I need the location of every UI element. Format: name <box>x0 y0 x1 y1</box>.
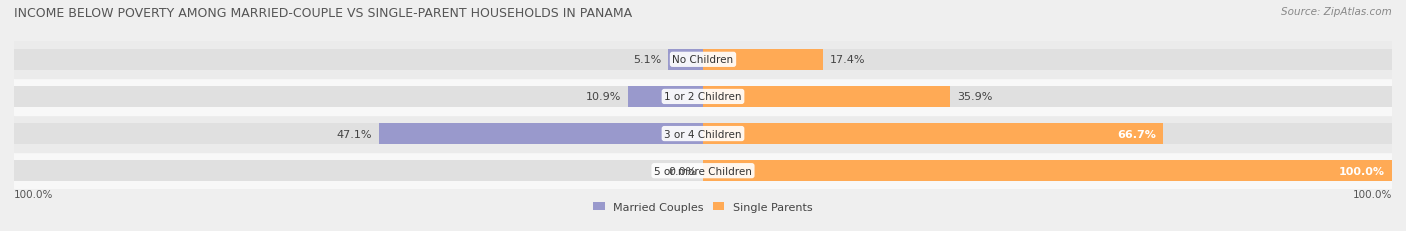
Bar <box>14 79 1392 116</box>
Bar <box>14 50 703 70</box>
Text: 0.0%: 0.0% <box>668 166 696 176</box>
Text: 10.9%: 10.9% <box>586 92 621 102</box>
Bar <box>703 161 1392 181</box>
Text: 3 or 4 Children: 3 or 4 Children <box>664 129 742 139</box>
Text: 5 or more Children: 5 or more Children <box>654 166 752 176</box>
Bar <box>14 116 1392 152</box>
Bar <box>703 50 1392 70</box>
Text: INCOME BELOW POVERTY AMONG MARRIED-COUPLE VS SINGLE-PARENT HOUSEHOLDS IN PANAMA: INCOME BELOW POVERTY AMONG MARRIED-COUPL… <box>14 7 633 20</box>
Text: 100.0%: 100.0% <box>1353 189 1392 199</box>
Bar <box>628 87 703 107</box>
Bar <box>14 87 703 107</box>
Text: 35.9%: 35.9% <box>957 92 993 102</box>
Text: 5.1%: 5.1% <box>633 55 661 65</box>
Bar <box>378 124 703 144</box>
Bar <box>703 50 823 70</box>
Text: No Children: No Children <box>672 55 734 65</box>
Bar <box>14 161 703 181</box>
Text: 47.1%: 47.1% <box>336 129 371 139</box>
Bar <box>668 50 703 70</box>
Text: 66.7%: 66.7% <box>1116 129 1156 139</box>
Bar <box>703 161 1392 181</box>
Bar <box>703 87 950 107</box>
Legend: Married Couples, Single Parents: Married Couples, Single Parents <box>589 198 817 216</box>
Bar <box>14 42 1392 79</box>
Bar <box>703 124 1392 144</box>
Text: 100.0%: 100.0% <box>14 189 53 199</box>
Text: 17.4%: 17.4% <box>830 55 865 65</box>
Text: 100.0%: 100.0% <box>1339 166 1385 176</box>
Bar <box>14 152 1392 189</box>
Bar <box>14 124 703 144</box>
Bar <box>703 87 1392 107</box>
Text: 1 or 2 Children: 1 or 2 Children <box>664 92 742 102</box>
Text: Source: ZipAtlas.com: Source: ZipAtlas.com <box>1281 7 1392 17</box>
Bar <box>703 124 1163 144</box>
